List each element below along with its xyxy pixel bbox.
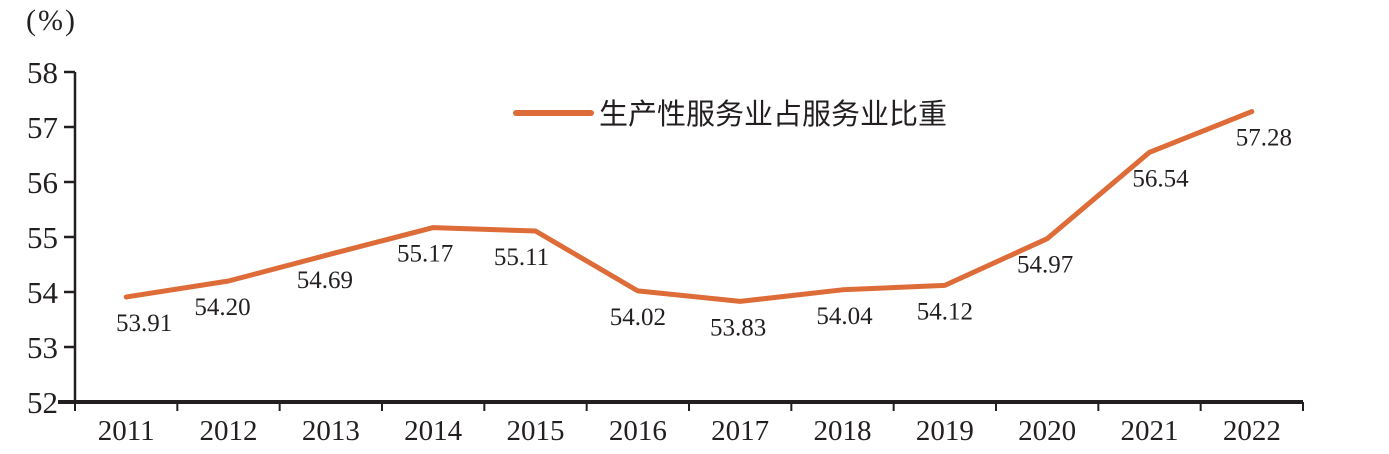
- data-point-label: 54.12: [917, 298, 973, 325]
- data-series-line: [123, 109, 1255, 304]
- data-point-label: 54.02: [610, 304, 666, 331]
- x-tick-label: 2011: [98, 415, 155, 447]
- y-tick-label: 53: [27, 330, 58, 365]
- y-tick-label: 55: [27, 220, 58, 255]
- y-tick-label: 58: [27, 55, 58, 90]
- data-point-label: 55.11: [494, 244, 549, 271]
- x-tick-label: 2016: [609, 415, 667, 447]
- x-tick-label: 2018: [814, 415, 872, 447]
- y-axis-unit-label: (%): [26, 4, 77, 37]
- y-tick-label: 56: [27, 165, 58, 200]
- x-tick-label: 2012: [200, 415, 258, 447]
- x-tick-label: 2015: [507, 415, 565, 447]
- y-tick-label: 54: [27, 275, 59, 310]
- x-tick-label: 2014: [404, 415, 463, 447]
- data-point-label: 54.04: [816, 303, 873, 330]
- x-tick-label: 2022: [1223, 415, 1281, 447]
- x-tick-label: 2019: [916, 415, 974, 447]
- data-point-label: 55.17: [397, 241, 453, 268]
- data-point-label: 54.69: [297, 267, 353, 294]
- x-tick-label: 2020: [1018, 415, 1076, 447]
- data-point-label: 54.97: [1017, 252, 1073, 279]
- x-tick-label: 2017: [711, 415, 769, 447]
- x-tick-label: 2021: [1121, 415, 1179, 447]
- x-tick-label: 2013: [302, 415, 360, 447]
- data-point-label: 56.54: [1132, 165, 1189, 192]
- data-point-label: 57.28: [1236, 125, 1292, 152]
- data-point-label: 53.83: [710, 314, 766, 341]
- data-point-label: 53.91: [116, 310, 172, 337]
- data-point-label: 54.20: [194, 294, 250, 321]
- legend-label: 生产性服务业占服务业比重: [599, 98, 947, 131]
- y-tick-label: 52: [27, 385, 58, 420]
- y-tick-label: 57: [27, 110, 58, 145]
